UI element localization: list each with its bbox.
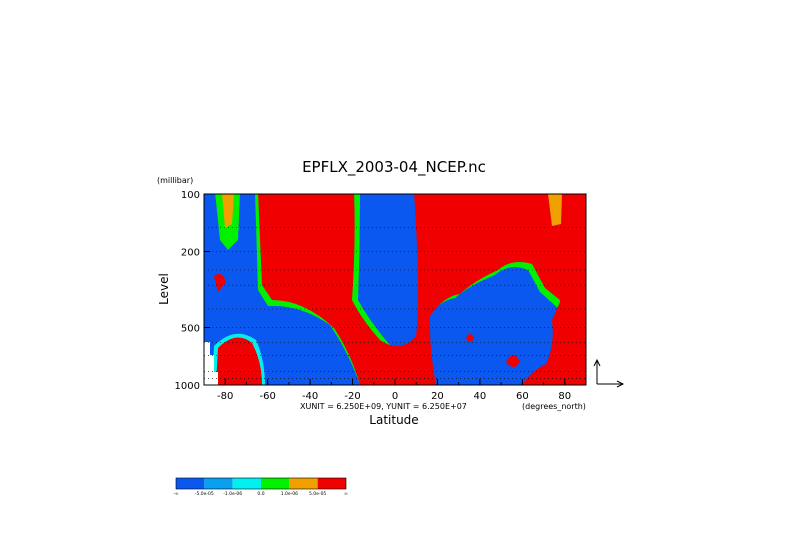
- x-tick-label: 60: [516, 391, 529, 402]
- x-axis-label: Latitude: [369, 413, 418, 427]
- y-tick-label: 1000: [175, 381, 200, 392]
- x-tick-label: -60: [259, 391, 275, 402]
- vector-arrow-right-icon: [597, 380, 625, 388]
- y-axis-label: Level: [157, 273, 171, 305]
- contour-orange-right: [548, 194, 562, 226]
- colorbar-swatch: [232, 478, 261, 489]
- colorbar-swatch: [317, 478, 346, 489]
- x-tick-label: -20: [344, 391, 360, 402]
- y-tick-label: 100: [181, 190, 200, 201]
- colorbar-label: ∞: [344, 492, 348, 497]
- colorbar-label: -1.0e-06: [223, 491, 242, 497]
- colorbar-swatch: [289, 478, 318, 489]
- colorbar-swatch: [261, 478, 290, 489]
- x-tick-label: -40: [302, 391, 318, 402]
- contour-red-bottomleft: [216, 337, 262, 385]
- x-tick-label: 40: [474, 391, 487, 402]
- chart-title: EPFLX_2003-04_NCEP.nc: [302, 158, 486, 177]
- y-tick-label: 200: [181, 247, 200, 258]
- x-tick-label: 0: [392, 391, 398, 402]
- x-units-label: (degrees_north): [522, 402, 586, 411]
- colorbar-label: 5.0e-05: [309, 491, 326, 497]
- colorbar-swatch: [204, 478, 233, 489]
- colorbar-label: -∞: [173, 492, 179, 497]
- vector-arrow-up-icon: [593, 358, 601, 384]
- contour-orange-left: [222, 194, 234, 228]
- contour-red-mid-spot: [466, 334, 474, 342]
- vector-reference-arrows: [593, 358, 625, 388]
- colorbar-label: 0.0: [257, 491, 264, 497]
- colorbar-label: 1.0e-06: [281, 491, 298, 497]
- colorbar-label: -5.0e-05: [195, 491, 214, 497]
- y-units-label: (millibar): [157, 176, 193, 185]
- contour-red-right: [522, 194, 586, 385]
- colorbar: -∞ -5.0e-05 -1.0e-06 0.0 1.0e-06 5.0e-05 ∞: [173, 477, 348, 497]
- missing-data-mask: [204, 342, 218, 385]
- x-tick-label: -80: [217, 391, 233, 402]
- unit-note: XUNIT = 6.250E+09, YUNIT = 6.250E+07: [300, 402, 467, 411]
- x-axis: -80 -60 -40 -20 0 20 40 60 80: [203, 379, 587, 402]
- y-axis: 100 200 500 1000: [175, 190, 210, 392]
- y-tick-label: 500: [181, 324, 200, 335]
- contour-red-60n-spot: [506, 355, 520, 367]
- contour-red-left-blob: [214, 274, 226, 292]
- colorbar-swatch: [176, 478, 205, 489]
- plot-area: [204, 194, 586, 385]
- contour-red-central: [258, 194, 586, 385]
- colorbar-frame: [175, 477, 347, 490]
- x-tick-label: 80: [558, 391, 571, 402]
- x-tick-label: 20: [431, 391, 444, 402]
